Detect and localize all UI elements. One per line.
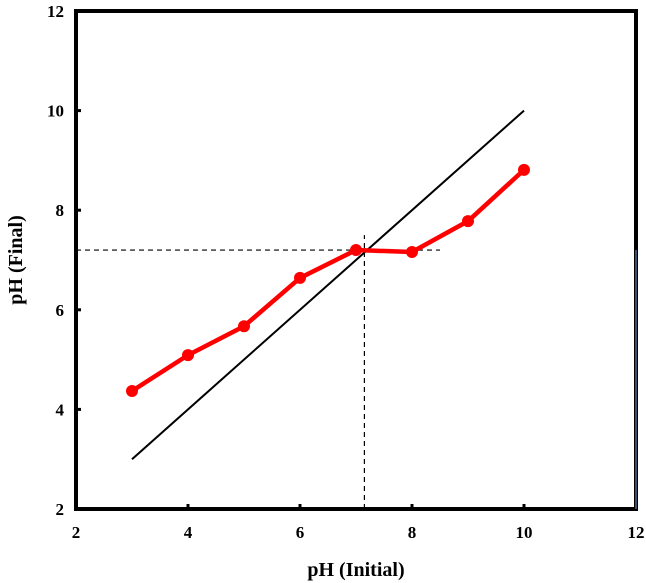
y-tick-label: 8: [56, 201, 65, 220]
pzc-guide-lines: [76, 235, 440, 509]
y-tick-label: 4: [56, 400, 65, 419]
data-point-marker: [182, 349, 194, 362]
plot-frame: [74, 9, 638, 511]
data-point-marker: [406, 246, 418, 259]
x-tick-label: 4: [184, 523, 193, 542]
x-tick-label: 2: [72, 523, 81, 542]
x-tick-label: 12: [628, 523, 645, 542]
y-tick-label: 6: [56, 301, 65, 320]
data-point-marker: [462, 215, 474, 228]
data-point-marker: [518, 163, 530, 176]
y-tick-label: 10: [47, 102, 64, 121]
x-tick-label: 6: [296, 523, 305, 542]
data-point-marker: [350, 244, 362, 257]
x-tick-label: 8: [408, 523, 417, 542]
axes-border: [74, 9, 638, 511]
data-point-marker: [238, 320, 250, 333]
x-axis-ticks: 2 4 6 8 10 12: [72, 504, 645, 542]
x-axis-title: pH (Initial): [307, 559, 404, 581]
data-point-marker: [294, 271, 306, 284]
data-point-marker: [126, 384, 138, 397]
reference-line: [131, 109, 525, 460]
y-axis-title: pH (Final): [5, 215, 27, 304]
y-axis-ticks: 2 4 6 8 10 12: [47, 2, 81, 519]
y-tick-label: 12: [47, 2, 64, 21]
x-tick-label: 10: [516, 523, 533, 542]
data-series: [126, 163, 530, 397]
reference-line-y-equals-x: [131, 109, 525, 460]
series-line: [130, 168, 526, 393]
y-tick-label: 2: [56, 500, 65, 519]
